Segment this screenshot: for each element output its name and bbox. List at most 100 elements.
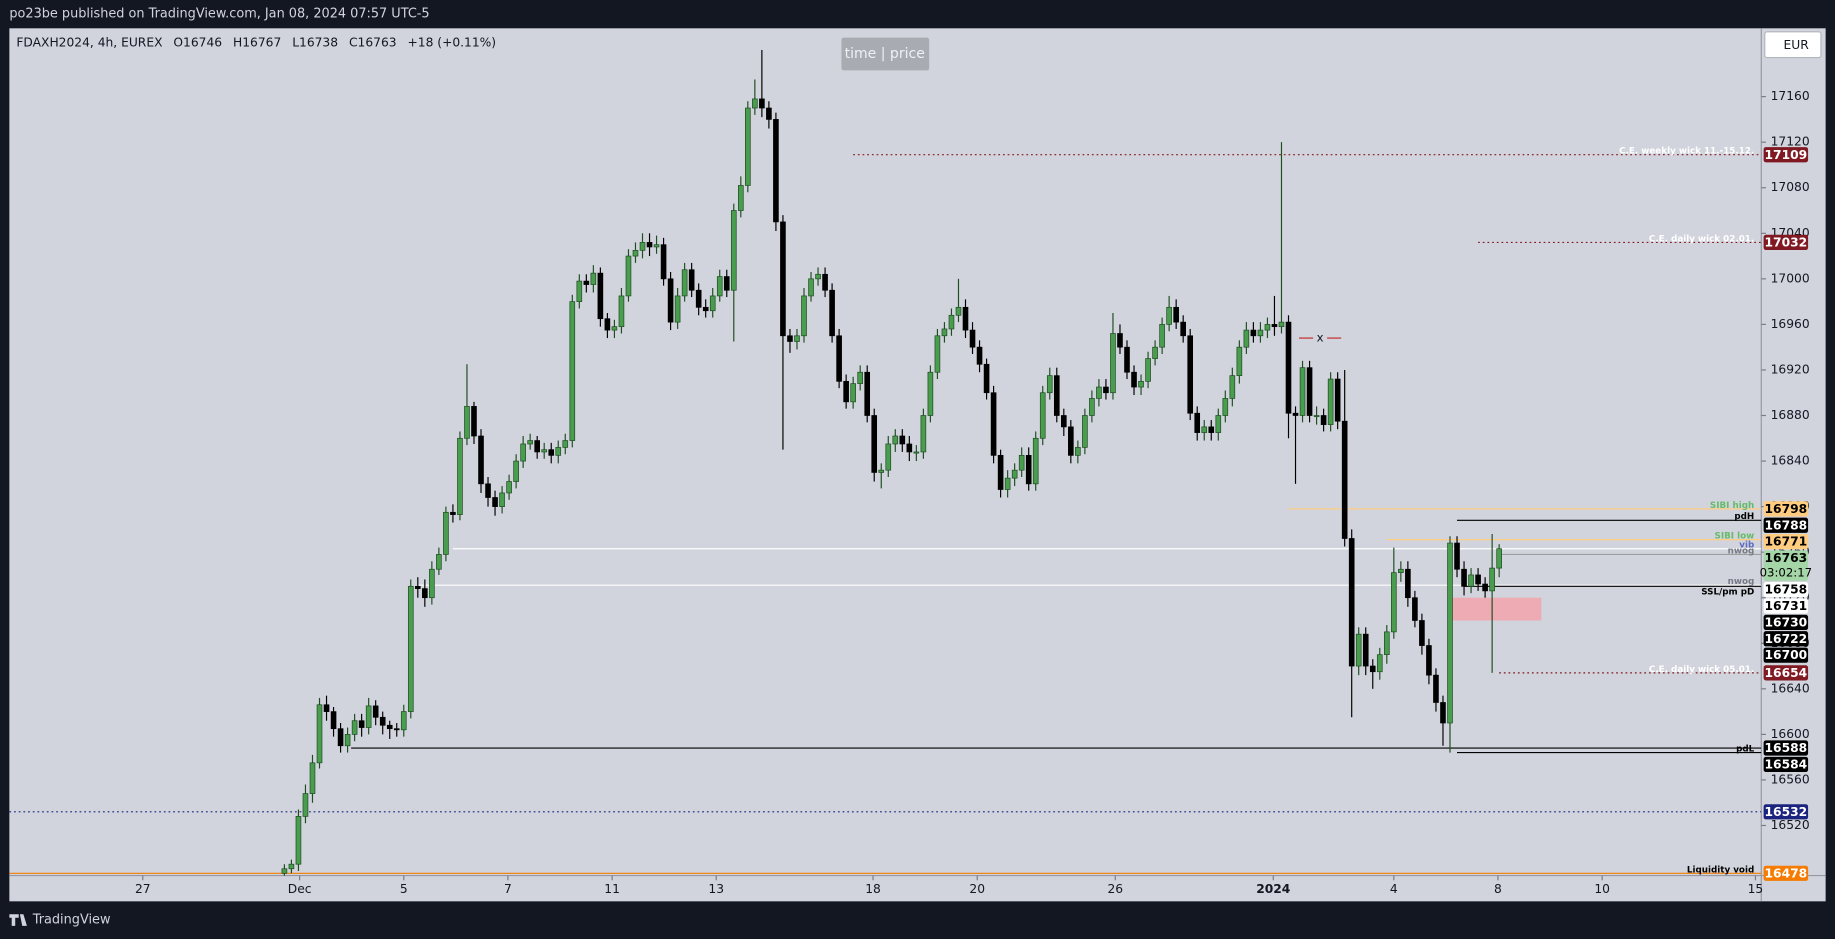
candle-body: [1496, 548, 1502, 569]
candle-body: [457, 437, 463, 515]
candle-body: [1131, 371, 1137, 388]
candle-body: [1229, 375, 1236, 399]
candle-body: [576, 280, 583, 302]
candle-body: [1053, 375, 1060, 416]
level-note: C.E. daily wick 05.01.: [1649, 665, 1754, 675]
candle-body: [1313, 415, 1320, 418]
plot-inner: x: [9, 49, 1762, 876]
price-tag: [1763, 517, 1809, 533]
candle-body: [534, 440, 540, 453]
fvg-zone: [1447, 597, 1542, 621]
candle-body: [1341, 420, 1348, 539]
candle-body: [1257, 329, 1264, 337]
publish-info: po23be published on TradingView.com, Jan…: [9, 7, 429, 22]
candle-body: [1454, 542, 1460, 570]
legend-close: C16763: [349, 35, 397, 49]
candle-body: [906, 443, 913, 453]
candle-body: [864, 371, 871, 416]
x-tick-label: 26: [1107, 882, 1123, 896]
candle-body: [499, 492, 505, 507]
candle-body: [801, 295, 807, 337]
legend-low: L16738: [292, 35, 338, 49]
symbol-legend: FDAXH2024, 4h, EUREX O16746 H16767 L1673…: [16, 35, 496, 49]
currency-label: EUR: [1784, 38, 1810, 52]
candle-body: [1039, 392, 1046, 439]
candle-body: [702, 306, 709, 312]
candle-body: [983, 363, 990, 394]
candle-body: [358, 720, 365, 728]
candle-body: [815, 273, 821, 280]
price-tag: [1763, 550, 1809, 581]
countdown: 03:02:17: [1760, 566, 1813, 580]
price-tag: [1763, 865, 1809, 881]
candle-body: [330, 711, 337, 730]
candle-body: [1440, 702, 1446, 724]
x-tick-label: 10: [1594, 882, 1610, 896]
candle-body: [393, 728, 400, 731]
price-tag: [1763, 234, 1809, 251]
candle-body: [1306, 367, 1313, 416]
x-tick-label: 2024: [1256, 882, 1290, 896]
candle-body: [632, 250, 639, 257]
candle-body: [667, 278, 674, 323]
candle-body: [1320, 415, 1327, 425]
brand: TradingView: [9, 913, 110, 928]
candle-body: [562, 440, 569, 448]
candle-body: [379, 716, 386, 726]
candle-body: [1461, 568, 1467, 587]
candle-body: [478, 435, 484, 485]
currency-button[interactable]: EUR: [1764, 31, 1822, 59]
x-tick-label: 5: [400, 882, 408, 896]
candle-body: [1271, 324, 1278, 328]
price-tag-label: 16771: [1765, 535, 1808, 549]
candle-body: [1068, 426, 1074, 456]
candle-body: [688, 269, 695, 291]
candle-body: [822, 273, 828, 291]
price-tag: [1763, 631, 1809, 647]
x-tick-label: Dec: [288, 882, 312, 896]
candle-body: [569, 301, 576, 441]
candle-body: [780, 221, 786, 337]
price-tag: [1763, 598, 1809, 614]
button-label: time | price: [845, 46, 925, 62]
candle-body: [1433, 674, 1439, 703]
candle-body: [407, 585, 414, 712]
x-tick-label: 11: [604, 882, 620, 896]
candle-body: [1468, 574, 1474, 587]
price-tag: [1763, 582, 1809, 598]
candle-body: [1285, 321, 1292, 414]
candle-body: [871, 415, 878, 473]
candle-body: [674, 295, 681, 323]
plot: x165201656016600166401668016720167601680…: [9, 49, 1813, 896]
candle-body: [288, 863, 295, 870]
price-tag-label: 16588: [1765, 741, 1808, 755]
price-tag-label: 16763: [1765, 551, 1808, 565]
candle-body: [1004, 477, 1011, 490]
candle-body: [808, 278, 814, 297]
price-tag-label: 16731: [1765, 599, 1808, 613]
candle-body: [1060, 415, 1067, 428]
candle-body: [597, 272, 604, 320]
candle-body: [1194, 412, 1201, 433]
price-tag: [1763, 147, 1809, 163]
candle-body: [794, 335, 800, 342]
time-price-button[interactable]: time | price: [841, 37, 930, 71]
price-tag-label: 16722: [1765, 632, 1808, 646]
candle-body: [681, 269, 688, 297]
level-note: SSL/pm pD: [1701, 587, 1754, 597]
level-note: nwog: [1728, 577, 1755, 587]
candle-body: [892, 435, 899, 445]
candle-body: [548, 449, 555, 456]
candle-body: [836, 335, 842, 382]
candle-body: [857, 371, 863, 384]
candle-body: [1222, 398, 1229, 416]
candle-body: [527, 440, 533, 445]
candle-body: [415, 585, 421, 589]
candle-body: [738, 185, 744, 211]
candle-body: [716, 276, 723, 297]
candle-body: [302, 793, 309, 817]
candle-body: [948, 314, 955, 330]
marker-label: x: [1317, 331, 1324, 345]
candle-body: [955, 306, 962, 316]
